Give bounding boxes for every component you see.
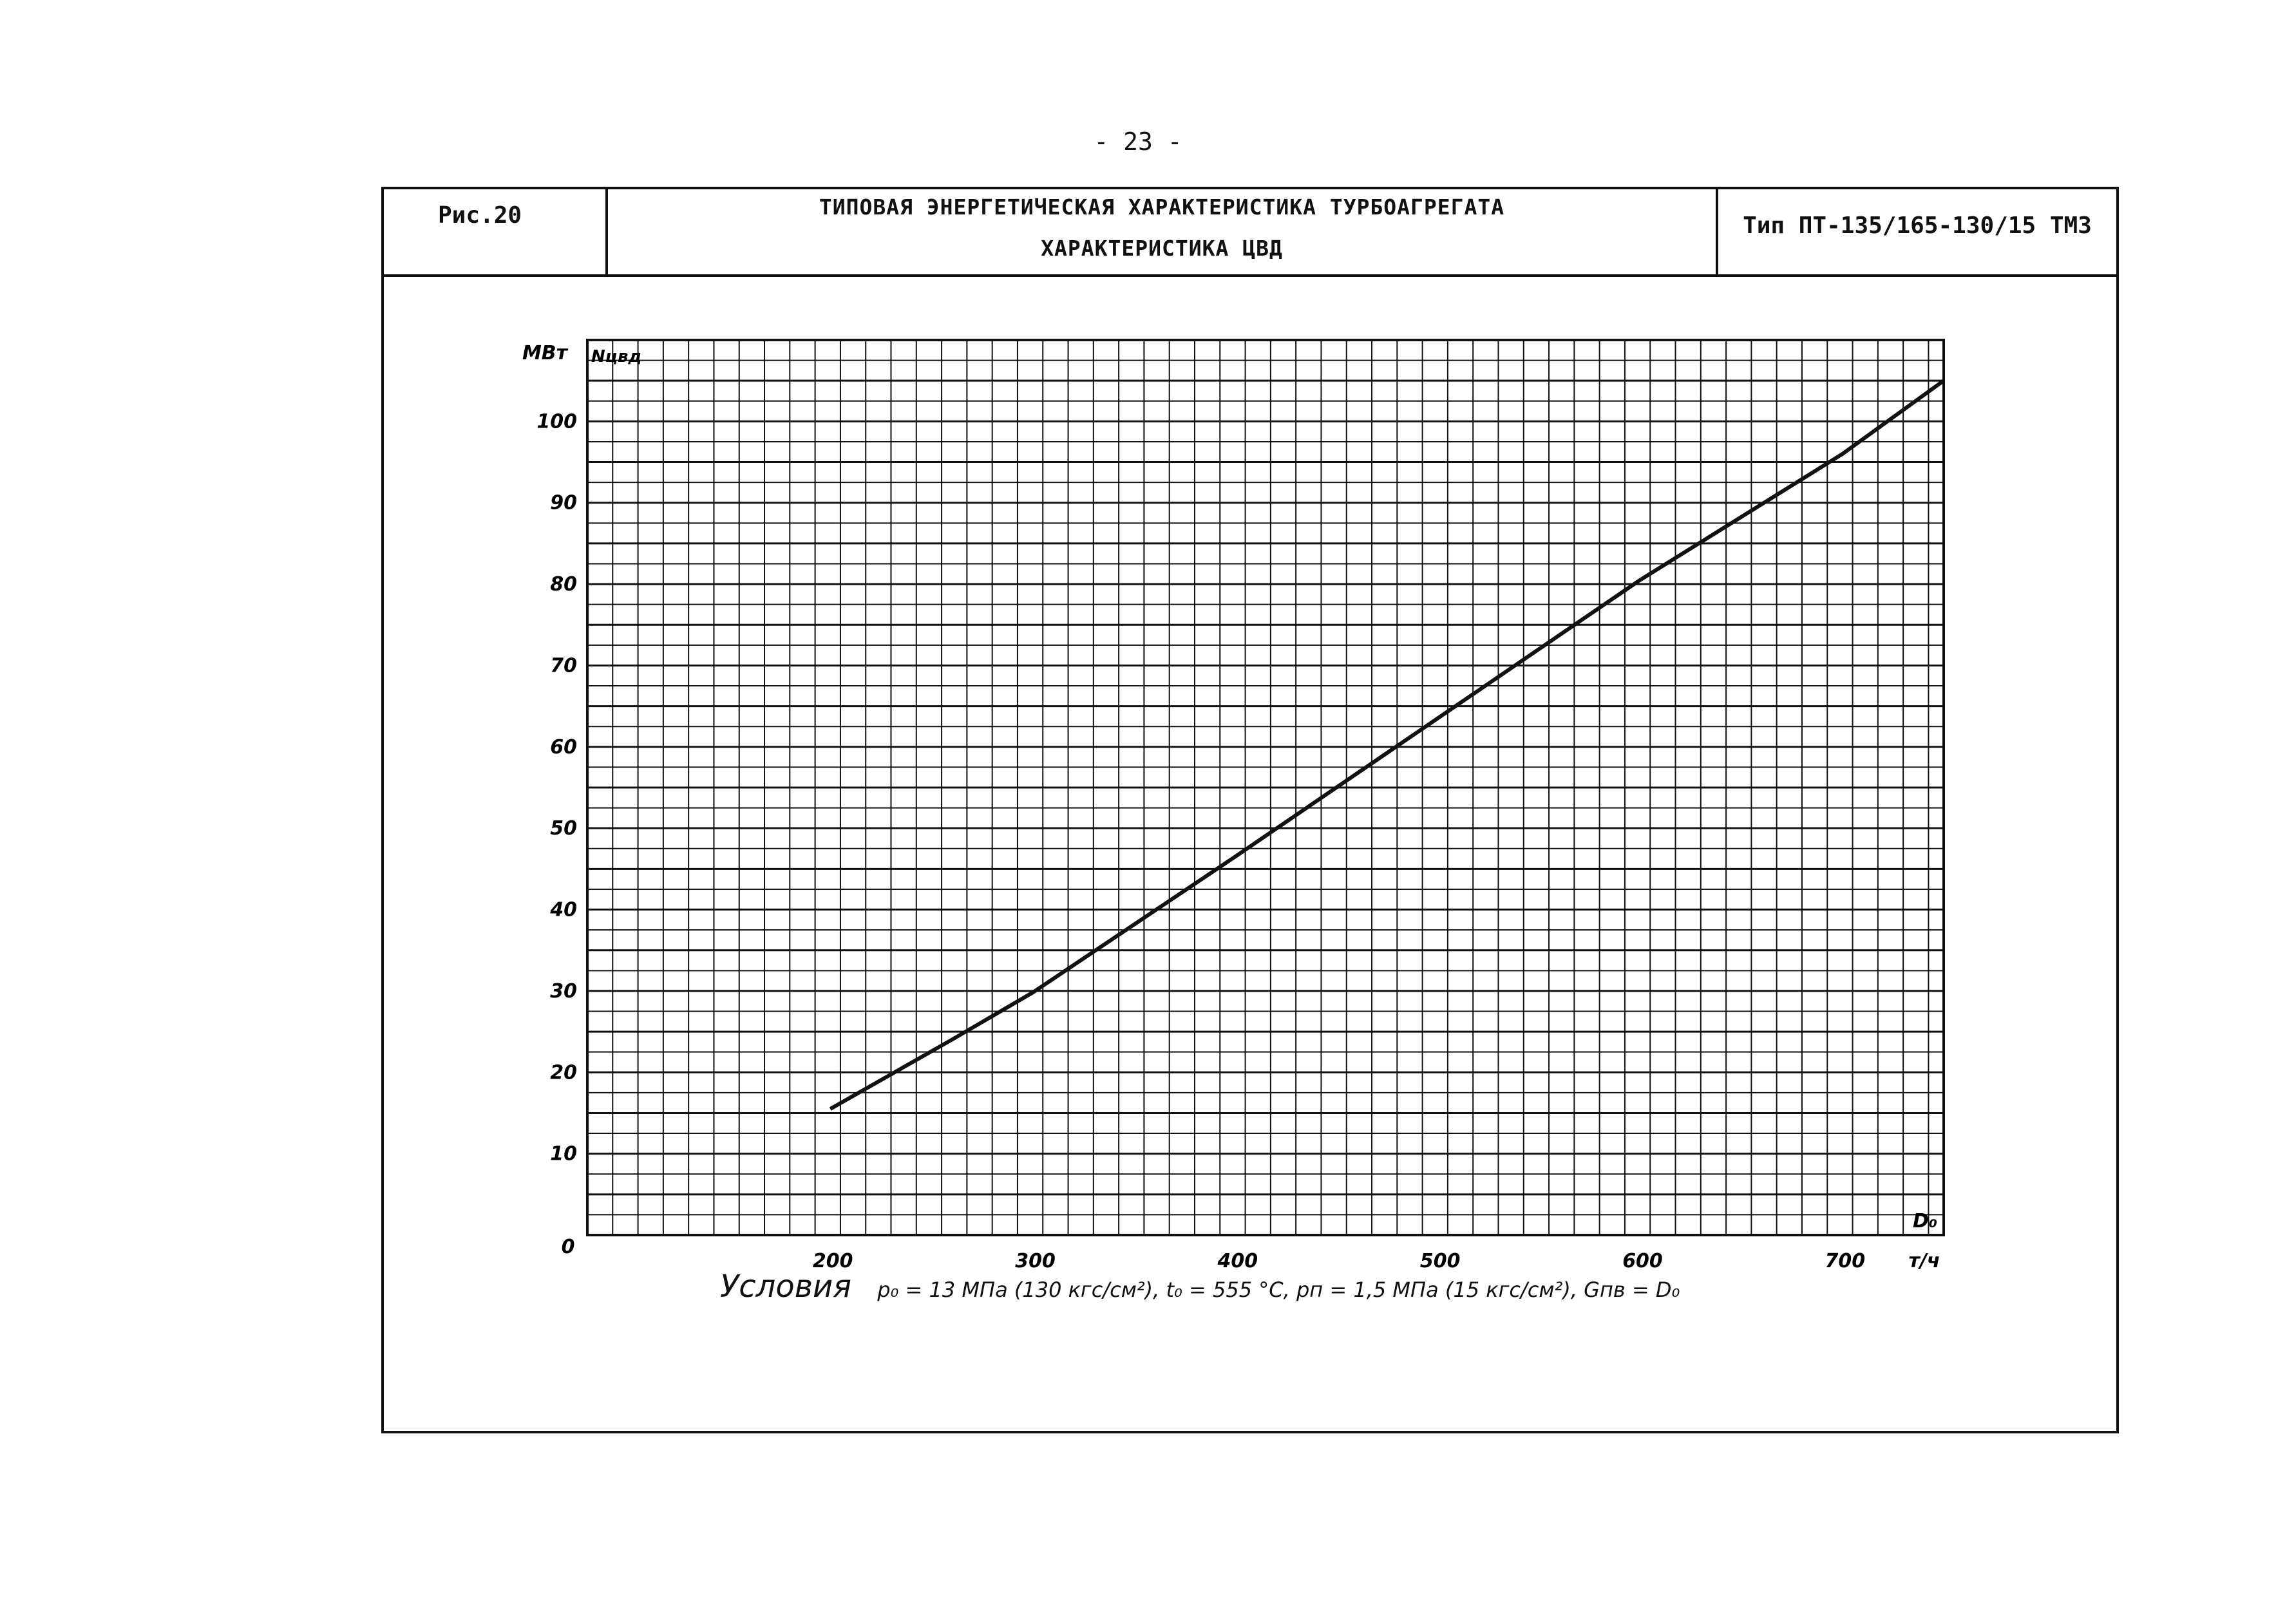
x-tick-label: 300 bbox=[1015, 1250, 1056, 1272]
title-block: Рис.20 ТИПОВАЯ ЭНЕРГЕТИЧЕСКАЯ ХАРАКТЕРИС… bbox=[384, 189, 2116, 277]
figure-frame: Рис.20 ТИПОВАЯ ЭНЕРГЕТИЧЕСКАЯ ХАРАКТЕРИС… bbox=[381, 187, 2119, 1433]
conditions-title: Условия bbox=[720, 1269, 852, 1305]
x-tick-label: 400 bbox=[1217, 1250, 1258, 1272]
operating-conditions: Условия p₀ = 13 МПа (130 кгс/см²), t₀ = … bbox=[720, 1269, 1680, 1305]
y-tick-label: 100 bbox=[536, 410, 577, 433]
series-line bbox=[829, 379, 1945, 1111]
chart-grid bbox=[587, 340, 1944, 1235]
y-axis-symbol: Nцвд bbox=[591, 347, 641, 366]
chart-series bbox=[829, 379, 1945, 1111]
x-axis-symbol: D₀ bbox=[1913, 1210, 1937, 1232]
x-tick-label: 600 bbox=[1622, 1250, 1663, 1272]
y-tick-label: 10 bbox=[550, 1143, 577, 1166]
figure-title: ТИПОВАЯ ЭНЕРГЕТИЧЕСКАЯ ХАРАКТЕРИСТИКА ТУ… bbox=[819, 194, 1505, 220]
turbine-type-label: Тип ПТ-135/165-130/15 ТМЗ bbox=[1743, 212, 2092, 239]
page-number: - 23 - bbox=[1094, 127, 1182, 156]
y-axis-unit: МВт bbox=[522, 342, 569, 364]
tick-labels: 200 300 400 500 600 700 10 20 30 40 50 60 70 80 90 100 bbox=[536, 410, 1865, 1272]
title-cell: ТИПОВАЯ ЭНЕРГЕТИЧЕСКАЯ ХАРАКТЕРИСТИКА ТУ… bbox=[608, 189, 1718, 274]
figure-label: Рис.20 bbox=[438, 202, 522, 229]
x-tick-label: 700 bbox=[1825, 1250, 1866, 1272]
type-cell: Тип ПТ-135/165-130/15 ТМЗ bbox=[1718, 189, 2116, 274]
y-tick-label: 80 bbox=[550, 573, 577, 596]
y-tick-label: 50 bbox=[550, 817, 577, 840]
x-axis-unit: т/ч bbox=[1909, 1250, 1940, 1272]
y-tick-label: 20 bbox=[550, 1061, 577, 1084]
figure-subtitle: ХАРАКТЕРИСТИКА ЦВД bbox=[1041, 236, 1283, 261]
x-tick-label: 200 bbox=[813, 1250, 853, 1272]
conditions-text: p₀ = 13 МПа (130 кгс/см²), t₀ = 555 °С, … bbox=[877, 1278, 1680, 1302]
figure-label-cell: Рис.20 bbox=[384, 189, 608, 274]
y-tick-label: 40 bbox=[549, 899, 577, 921]
y-tick-label: 30 bbox=[550, 980, 577, 1003]
x-tick-label: 500 bbox=[1420, 1250, 1461, 1272]
origin-label: 0 bbox=[562, 1236, 575, 1258]
y-tick-label: 60 bbox=[550, 736, 577, 759]
y-tick-label: 70 bbox=[550, 654, 577, 677]
plot-area bbox=[586, 339, 1945, 1236]
y-tick-label: 90 bbox=[550, 492, 577, 515]
